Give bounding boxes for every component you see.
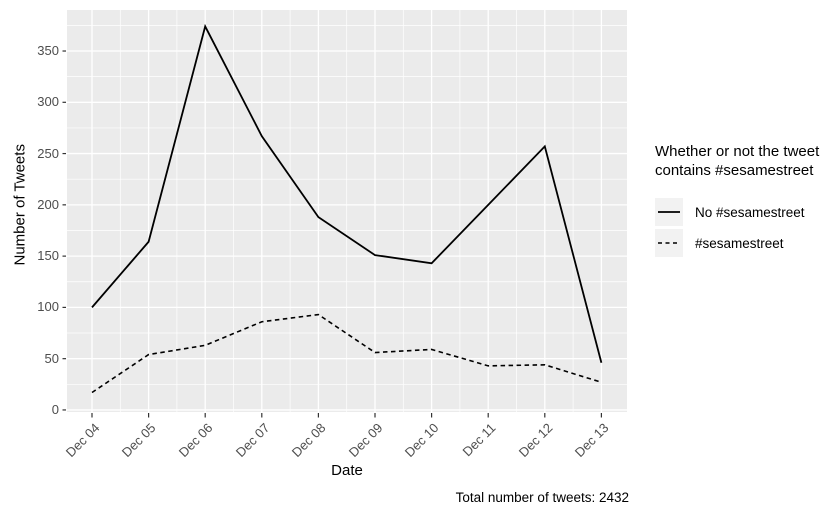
legend-key-solid-line-icon xyxy=(655,198,683,226)
caption: Total number of tweets: 2432 xyxy=(455,490,629,505)
y-tick-label: 300 xyxy=(37,94,59,110)
y-tick-label: 150 xyxy=(37,248,59,264)
legend-title: Whether or not the tweet contains #sesam… xyxy=(655,143,820,179)
legend-key-dashed-line-icon xyxy=(655,229,683,257)
legend-items: No #sesamestreet #sesamestreet xyxy=(655,198,833,257)
legend-item-sesamestreet: #sesamestreet xyxy=(655,229,833,257)
y-tick-label: 200 xyxy=(37,196,59,212)
y-tick-label: 350 xyxy=(37,43,59,59)
series-line-solid xyxy=(91,23,603,364)
y-tick-label: 100 xyxy=(37,299,59,315)
legend-item-no-sesamestreet: No #sesamestreet xyxy=(655,198,833,226)
legend-label: No #sesamestreet xyxy=(695,204,805,220)
legend-label: #sesamestreet xyxy=(695,235,784,251)
y-tick-label: 0 xyxy=(51,401,59,417)
x-axis-title: Date xyxy=(331,462,363,479)
series-line-dashed xyxy=(91,313,602,394)
y-tick-label: 250 xyxy=(37,145,59,161)
y-tick-label: 50 xyxy=(44,350,59,366)
legend: Whether or not the tweet contains #sesam… xyxy=(655,142,833,260)
